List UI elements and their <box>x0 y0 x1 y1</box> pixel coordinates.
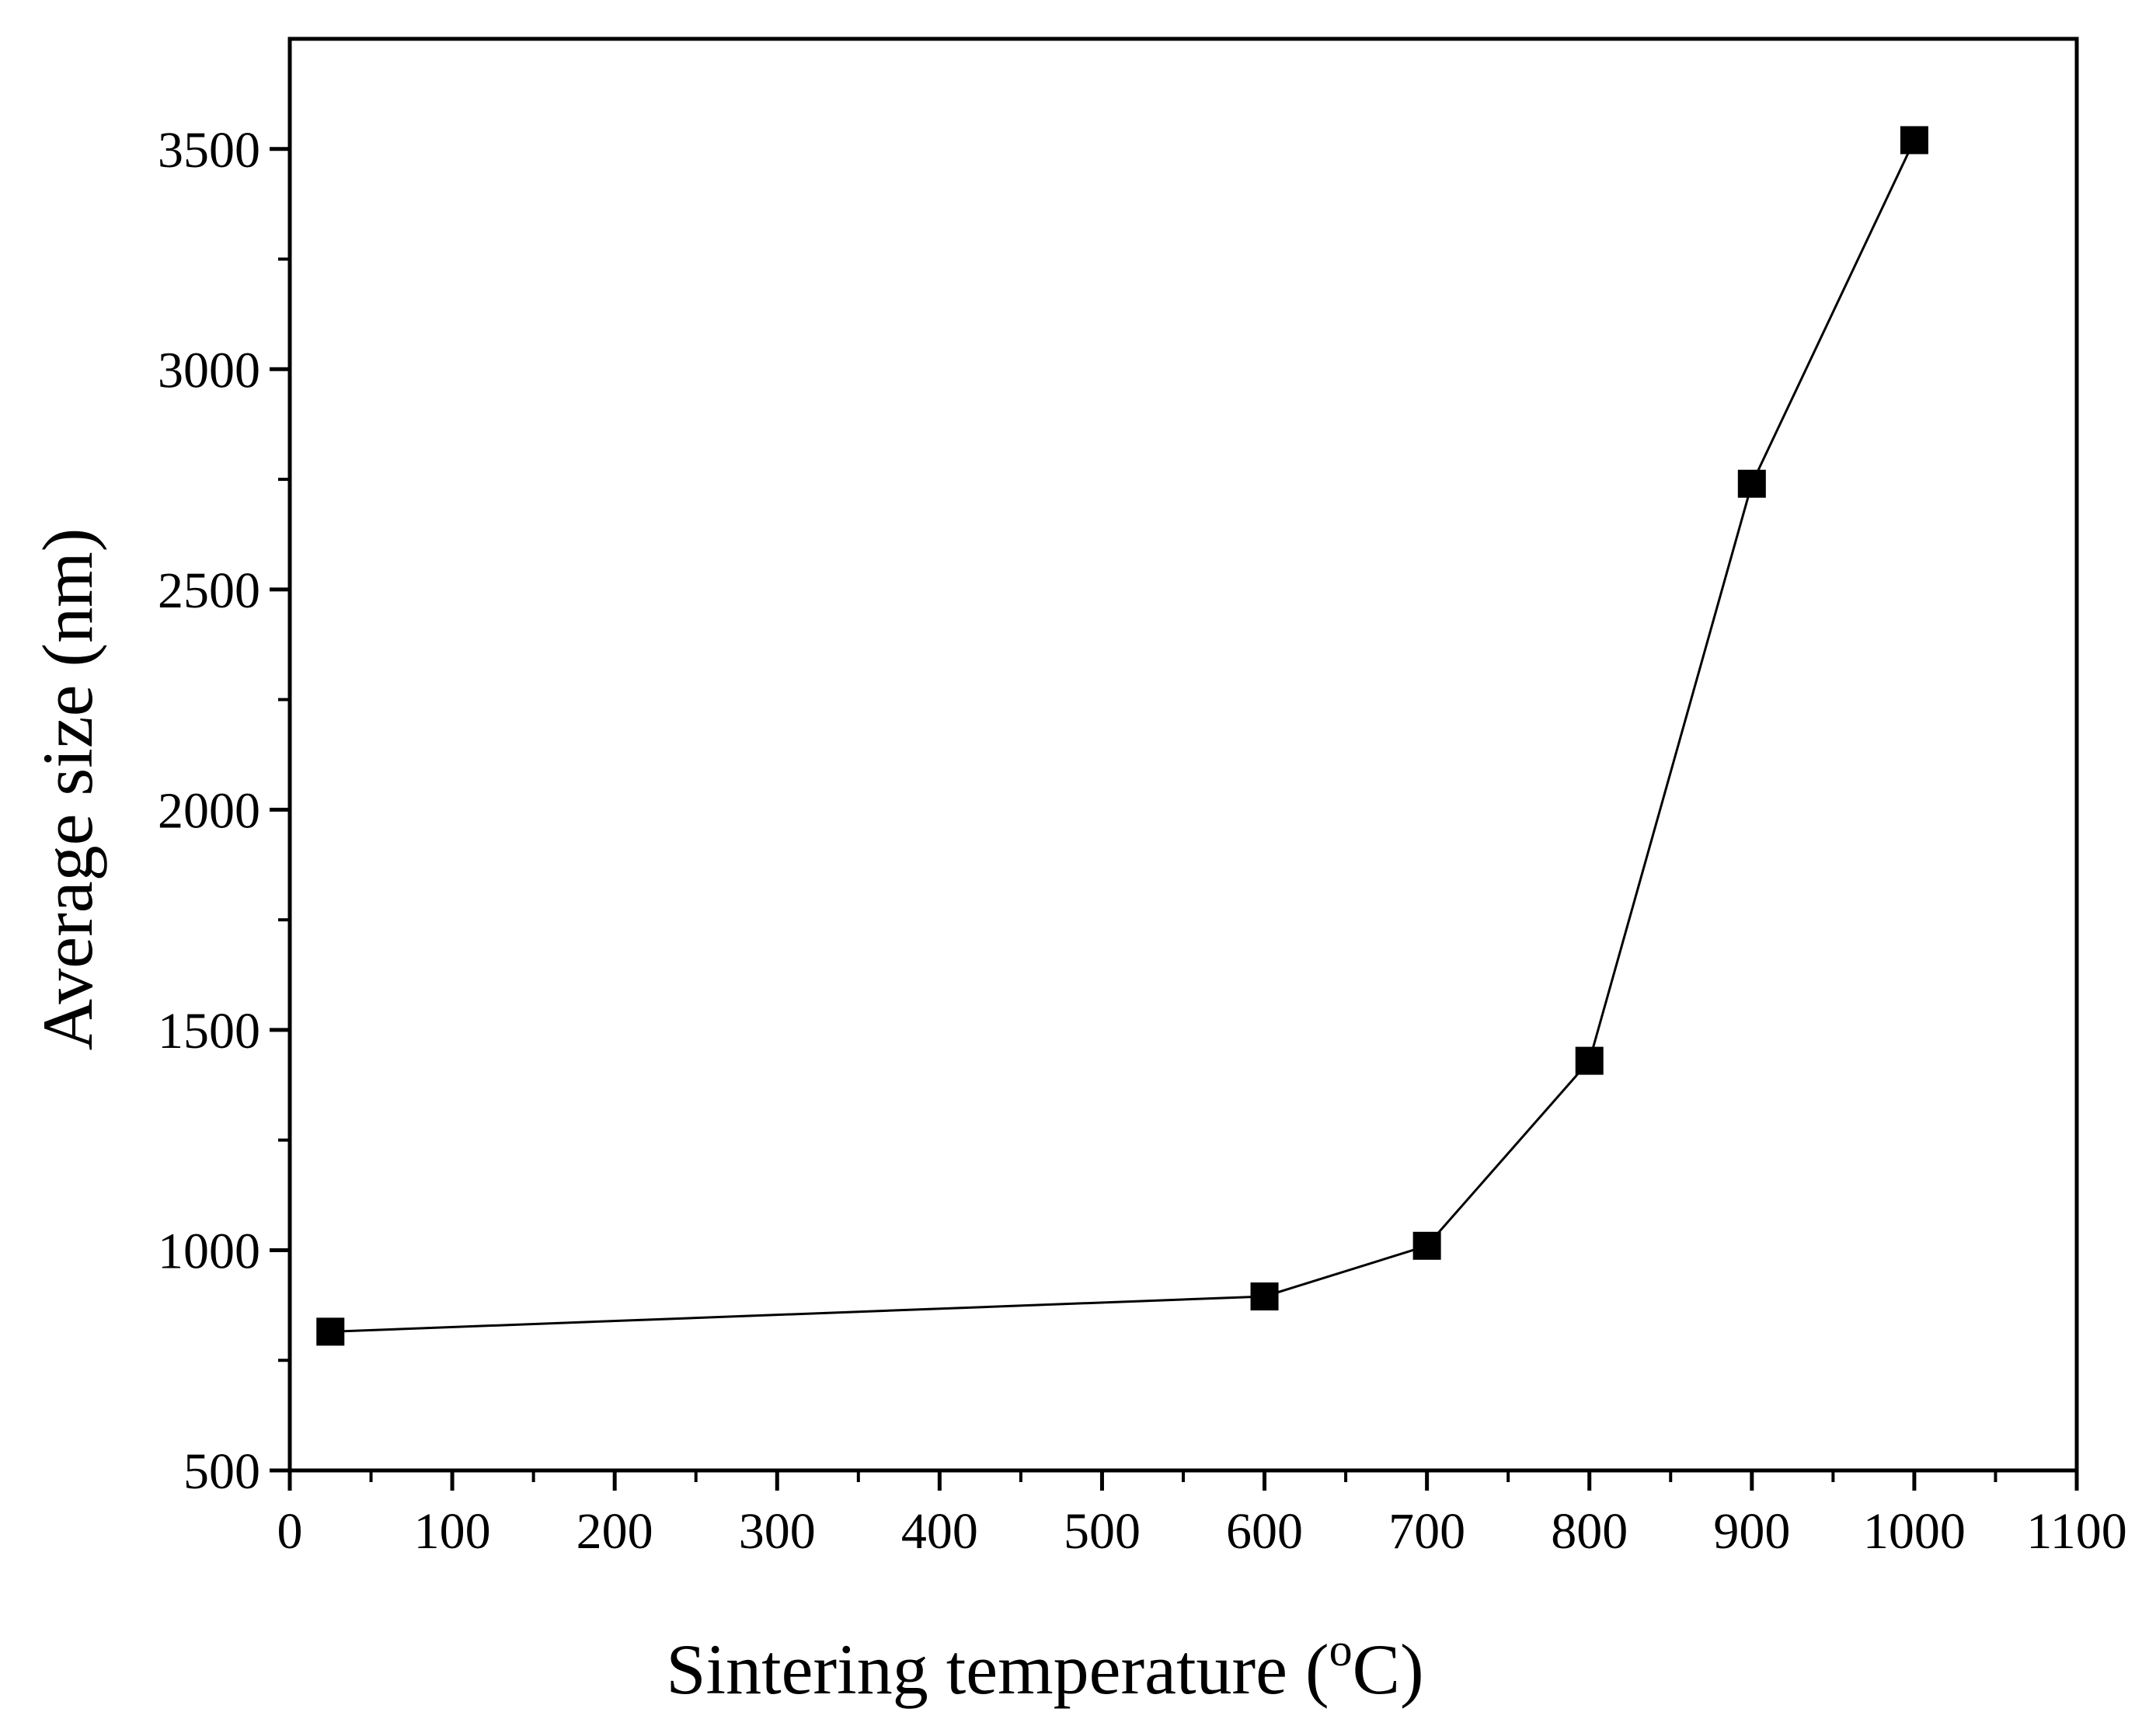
y-tick-label: 500 <box>183 1443 260 1500</box>
y-tick-labels: 500 1000 1500 2000 2500 3000 3500 <box>158 122 260 1500</box>
series-average-size <box>316 126 1928 1346</box>
series-segment <box>330 1295 1265 1333</box>
y-tick-label: 1000 <box>158 1223 260 1279</box>
x-tick-label: 700 <box>1388 1503 1465 1560</box>
plot-frame <box>287 37 2079 1473</box>
x-tick-label: 800 <box>1551 1503 1628 1560</box>
axes <box>287 37 2079 1473</box>
x-tick-label: 600 <box>1226 1503 1303 1560</box>
series-segment <box>1426 1060 1590 1247</box>
data-point-square <box>1575 1046 1604 1075</box>
y-tick-label: 2500 <box>158 562 260 619</box>
series-segment <box>1750 139 1916 485</box>
x-tick-label: 300 <box>739 1503 816 1560</box>
x-tick-label: 400 <box>901 1503 978 1560</box>
y-tick-label: 1500 <box>158 1003 260 1060</box>
data-point-square <box>1900 126 1928 155</box>
x-tick-label: 1100 <box>2026 1503 2127 1560</box>
x-tick-label: 0 <box>277 1503 303 1560</box>
x-tick-label: 200 <box>576 1503 653 1560</box>
y-tick-label: 3000 <box>158 342 260 398</box>
data-point-square <box>1737 469 1766 498</box>
x-tick-label: 1000 <box>1863 1503 1966 1560</box>
y-axis-title: Average size (nm) <box>28 528 107 1051</box>
data-point-square <box>1412 1231 1441 1260</box>
x-tick-labels: 0 100 200 300 400 500 600 700 800 900 1000 1100 <box>277 1503 2127 1560</box>
x-axis-title: Sintering temperature (oC) <box>666 1624 1423 1709</box>
series-segment <box>1264 1244 1428 1298</box>
series-layer <box>316 126 1928 1346</box>
data-point-square <box>1250 1282 1279 1311</box>
data-point-square <box>316 1317 345 1346</box>
ticks <box>270 147 2079 1491</box>
y-tick-label: 3500 <box>158 122 260 179</box>
x-tick-label: 100 <box>414 1503 491 1560</box>
y-tick-label: 2000 <box>158 782 260 839</box>
series-segment <box>1588 483 1754 1062</box>
x-tick-label: 500 <box>1064 1503 1141 1560</box>
x-tick-label: 900 <box>1713 1503 1790 1560</box>
